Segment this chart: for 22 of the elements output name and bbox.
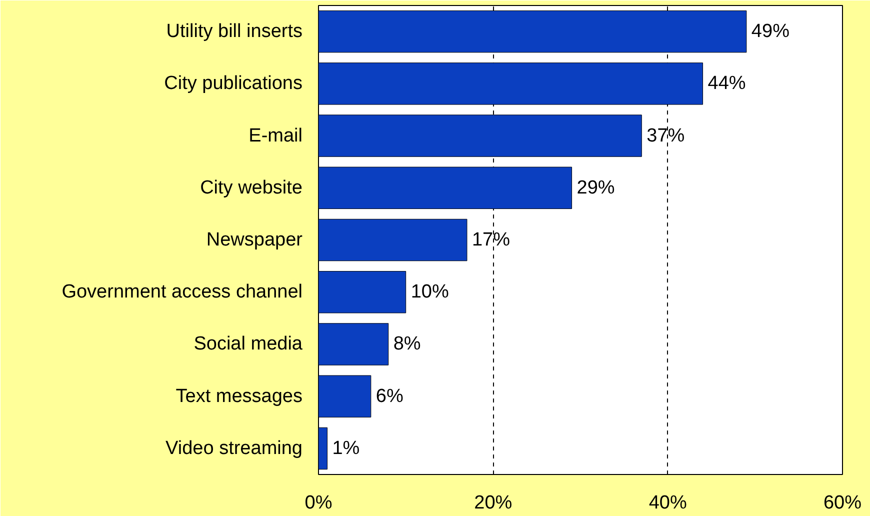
y-tick-label: City website	[200, 177, 302, 198]
y-tick-label: Newspaper	[206, 230, 304, 250]
data-label: 10%	[410, 282, 449, 303]
x-tick-label: 60%	[823, 492, 862, 514]
x-tick-label: 40%	[648, 492, 687, 514]
x-tick-label: 0%	[304, 492, 332, 514]
data-label: 44%	[708, 73, 746, 94]
y-tick-label: Video streaming	[166, 438, 302, 459]
y-tick-label: Utility bill inserts	[166, 21, 303, 42]
y-tick-label: Social media	[194, 334, 303, 355]
data-label: 29%	[576, 177, 615, 198]
data-label: 49%	[751, 21, 790, 42]
data-label: 17%	[472, 230, 510, 250]
x-tick-label: 20%	[474, 492, 512, 514]
data-label: 1%	[332, 438, 360, 459]
y-tick-label: E-mail	[248, 125, 303, 146]
y-tick-label: City publications	[164, 73, 302, 94]
data-label: 37%	[646, 125, 685, 146]
y-tick-label: Government access channel	[62, 282, 303, 303]
y-tick-label: Text messages	[176, 386, 303, 407]
data-label: 8%	[393, 334, 421, 355]
data-label: 6%	[376, 386, 404, 407]
